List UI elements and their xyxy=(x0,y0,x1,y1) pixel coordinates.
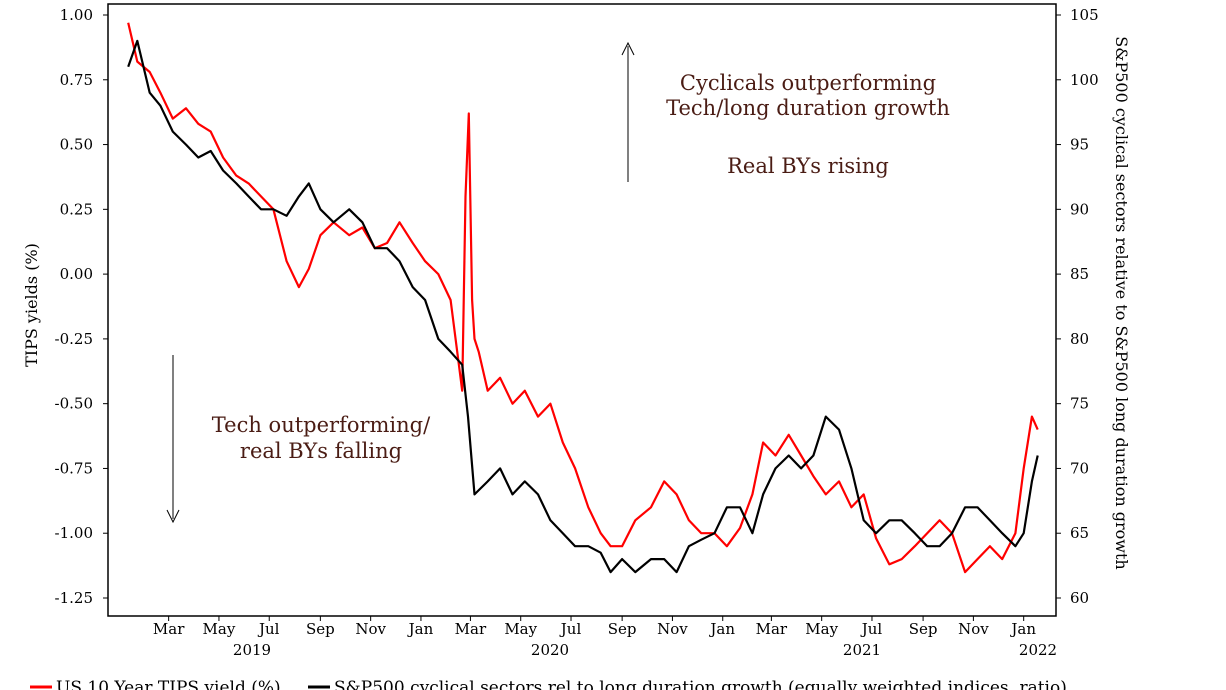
x-tick-label: Mar xyxy=(756,620,788,638)
x-tick-label: Sep xyxy=(608,620,637,638)
left-tick-label: 1.00 xyxy=(60,6,93,24)
right-tick-label: 85 xyxy=(1070,265,1089,283)
x-year-label: 2020 xyxy=(531,641,569,659)
right-axis: 105 100 95 90 85 80 75 70 65 60 xyxy=(1056,6,1099,607)
right-axis-title: S&P500 cyclical sectors relative to S&P5… xyxy=(1112,36,1131,569)
left-tick-label: -0.50 xyxy=(55,395,93,413)
x-tick-label: Jul xyxy=(860,620,883,638)
left-tick-label: 0.25 xyxy=(60,200,93,218)
series-line-tips-yield xyxy=(127,22,1039,574)
x-tick-label: Nov xyxy=(355,620,386,638)
left-tick-label: -0.75 xyxy=(55,459,93,477)
x-year-label: 2021 xyxy=(843,641,881,659)
x-tick-label: Mar xyxy=(153,620,185,638)
annotation-top-line1: Cyclicals outperforming xyxy=(680,71,936,95)
annotation-bottom-line2: real BYs falling xyxy=(240,439,402,463)
left-tick-label: -0.25 xyxy=(55,330,93,348)
left-tick-label: 0.75 xyxy=(60,71,93,89)
x-tick-label: Nov xyxy=(958,620,989,638)
x-tick-label: May xyxy=(805,620,838,638)
series-layer xyxy=(127,22,1039,574)
x-tick-label: Jan xyxy=(1009,620,1036,638)
x-tick-label: Jul xyxy=(559,620,582,638)
right-tick-label: 100 xyxy=(1070,71,1099,89)
left-tick-label: -1.25 xyxy=(55,589,93,607)
x-tick-label: Nov xyxy=(657,620,688,638)
right-tick-label: 60 xyxy=(1070,589,1089,607)
x-tick-label: Sep xyxy=(306,620,335,638)
x-tick-label: Sep xyxy=(909,620,938,638)
legend-label-tips: US 10 Year TIPS yield (%) xyxy=(56,678,281,690)
left-tick-label: 0.50 xyxy=(60,136,93,154)
right-tick-label: 75 xyxy=(1070,395,1089,413)
legend: US 10 Year TIPS yield (%) S&P500 cyclica… xyxy=(30,678,1067,690)
x-tick-label: Mar xyxy=(455,620,487,638)
left-axis: 1.00 0.75 0.50 0.25 0.00 -0.25 -0.50 -0.75 -1.00… xyxy=(55,6,108,607)
up-arrowhead-icon xyxy=(621,41,635,56)
annotation-top-line3: Real BYs rising xyxy=(727,154,889,178)
annotation-top-line2: Tech/long duration growth xyxy=(666,96,950,120)
right-tick-label: 95 xyxy=(1070,136,1089,154)
x-axis: Mar May Jul Sep Nov Jan Mar May Jul Sep Nov Jan Mar M… xyxy=(153,616,1057,659)
left-tick-label: 0.00 xyxy=(60,265,93,283)
left-tick-label: -1.00 xyxy=(55,524,93,542)
annotation-bottom-line1: Tech outperforming/ xyxy=(212,413,431,437)
x-tick-label: May xyxy=(203,620,236,638)
series-line-cyclicals-ratio xyxy=(127,39,1039,574)
right-tick-label: 80 xyxy=(1070,330,1089,348)
plot-frame xyxy=(107,3,1057,617)
right-tick-label: 65 xyxy=(1070,524,1089,542)
right-tick-label: 70 xyxy=(1070,459,1089,477)
legend-label-ratio: S&P500 cyclical sectors rel to long dura… xyxy=(334,678,1067,690)
x-year-label: 2019 xyxy=(233,641,271,659)
x-tick-label: Jan xyxy=(407,620,434,638)
x-tick-label: May xyxy=(504,620,537,638)
right-tick-label: 90 xyxy=(1070,200,1089,218)
x-tick-label: Jul xyxy=(257,620,280,638)
x-tick-label: Jan xyxy=(708,620,735,638)
down-arrowhead-icon xyxy=(166,509,180,524)
left-axis-title: TIPS yields (%) xyxy=(22,243,41,367)
right-tick-label: 105 xyxy=(1070,6,1099,24)
x-year-label: 2022 xyxy=(1019,641,1057,659)
